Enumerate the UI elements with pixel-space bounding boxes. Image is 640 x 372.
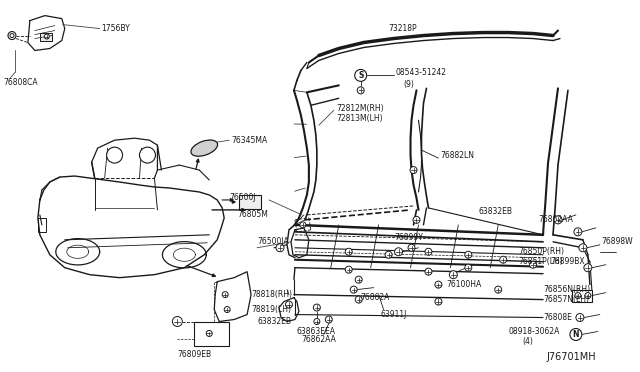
Circle shape: [222, 292, 228, 298]
Text: 76898W: 76898W: [602, 237, 634, 246]
Text: 76862A: 76862A: [361, 293, 390, 302]
Text: 73218P: 73218P: [388, 24, 417, 33]
Text: 76899Y: 76899Y: [395, 233, 424, 242]
Text: N: N: [573, 330, 579, 339]
Circle shape: [410, 167, 417, 174]
Text: 63832EB: 63832EB: [257, 317, 291, 326]
Text: 76862AA: 76862AA: [301, 335, 336, 344]
Text: 08543-51242: 08543-51242: [396, 68, 447, 77]
Circle shape: [576, 314, 584, 321]
Circle shape: [300, 222, 306, 228]
Text: 1756BY: 1756BY: [102, 24, 131, 33]
Circle shape: [355, 276, 362, 283]
FancyBboxPatch shape: [239, 195, 261, 209]
Text: 72813M(LH): 72813M(LH): [337, 114, 383, 123]
Circle shape: [325, 316, 332, 323]
Circle shape: [500, 256, 507, 263]
Circle shape: [584, 264, 592, 272]
Text: 63911J: 63911J: [381, 310, 407, 319]
Circle shape: [435, 298, 442, 305]
FancyBboxPatch shape: [572, 290, 592, 302]
Text: J76701MH: J76701MH: [546, 352, 596, 362]
FancyBboxPatch shape: [38, 218, 46, 232]
Text: S: S: [358, 71, 364, 80]
FancyBboxPatch shape: [195, 321, 229, 346]
Circle shape: [314, 304, 321, 311]
Text: 76857N(LH): 76857N(LH): [543, 295, 589, 304]
Text: 76345MA: 76345MA: [231, 136, 268, 145]
Text: (4): (4): [522, 337, 533, 346]
Circle shape: [554, 216, 562, 224]
Ellipse shape: [191, 140, 218, 156]
Circle shape: [385, 251, 392, 258]
Circle shape: [314, 318, 320, 324]
Text: 63863EEA: 63863EEA: [297, 327, 336, 336]
FancyBboxPatch shape: [40, 33, 52, 41]
Text: 76850P(RH): 76850P(RH): [518, 247, 564, 256]
Text: (9): (9): [404, 80, 415, 89]
Circle shape: [224, 307, 230, 312]
Text: 76808CA: 76808CA: [3, 78, 38, 87]
Text: 76805M: 76805M: [237, 211, 268, 219]
Circle shape: [495, 286, 502, 293]
Circle shape: [579, 244, 587, 252]
Circle shape: [574, 228, 582, 236]
Circle shape: [449, 271, 458, 279]
Circle shape: [10, 33, 14, 38]
Text: 78818(RH): 78818(RH): [251, 290, 292, 299]
Circle shape: [140, 147, 156, 163]
Circle shape: [350, 286, 357, 293]
Circle shape: [345, 248, 352, 255]
Text: 76100HA: 76100HA: [446, 280, 482, 289]
Circle shape: [465, 251, 472, 258]
Circle shape: [276, 244, 284, 252]
Circle shape: [285, 301, 292, 308]
Circle shape: [206, 330, 212, 336]
Text: 08918-3062A: 08918-3062A: [508, 327, 559, 336]
Circle shape: [585, 293, 591, 299]
Text: 76500JA: 76500JA: [257, 237, 289, 246]
Circle shape: [529, 261, 536, 268]
Circle shape: [8, 32, 16, 39]
Text: 63832EB: 63832EB: [478, 208, 512, 217]
Circle shape: [408, 244, 415, 251]
Text: 76882LN: 76882LN: [440, 151, 474, 160]
Text: 76856N(RH): 76856N(RH): [543, 285, 590, 294]
Text: 76851P(LH): 76851P(LH): [518, 257, 563, 266]
Circle shape: [395, 248, 403, 256]
Circle shape: [172, 317, 182, 327]
Text: 76862AA: 76862AA: [538, 215, 573, 224]
Circle shape: [413, 217, 420, 223]
Circle shape: [425, 248, 432, 255]
Circle shape: [355, 70, 367, 81]
Circle shape: [570, 328, 582, 340]
Text: 72812M(RH): 72812M(RH): [337, 104, 385, 113]
Circle shape: [355, 296, 362, 303]
Circle shape: [465, 264, 472, 271]
Text: 76500J: 76500J: [229, 193, 256, 202]
Circle shape: [107, 147, 122, 163]
Circle shape: [575, 293, 581, 299]
Text: 76809EB: 76809EB: [177, 350, 211, 359]
Circle shape: [435, 281, 442, 288]
Text: 76899BX: 76899BX: [550, 257, 584, 266]
Circle shape: [357, 87, 364, 94]
Text: 78819(LH): 78819(LH): [251, 305, 291, 314]
Text: 76808E: 76808E: [543, 313, 572, 322]
Circle shape: [425, 268, 432, 275]
Circle shape: [345, 266, 352, 273]
Circle shape: [44, 34, 49, 39]
